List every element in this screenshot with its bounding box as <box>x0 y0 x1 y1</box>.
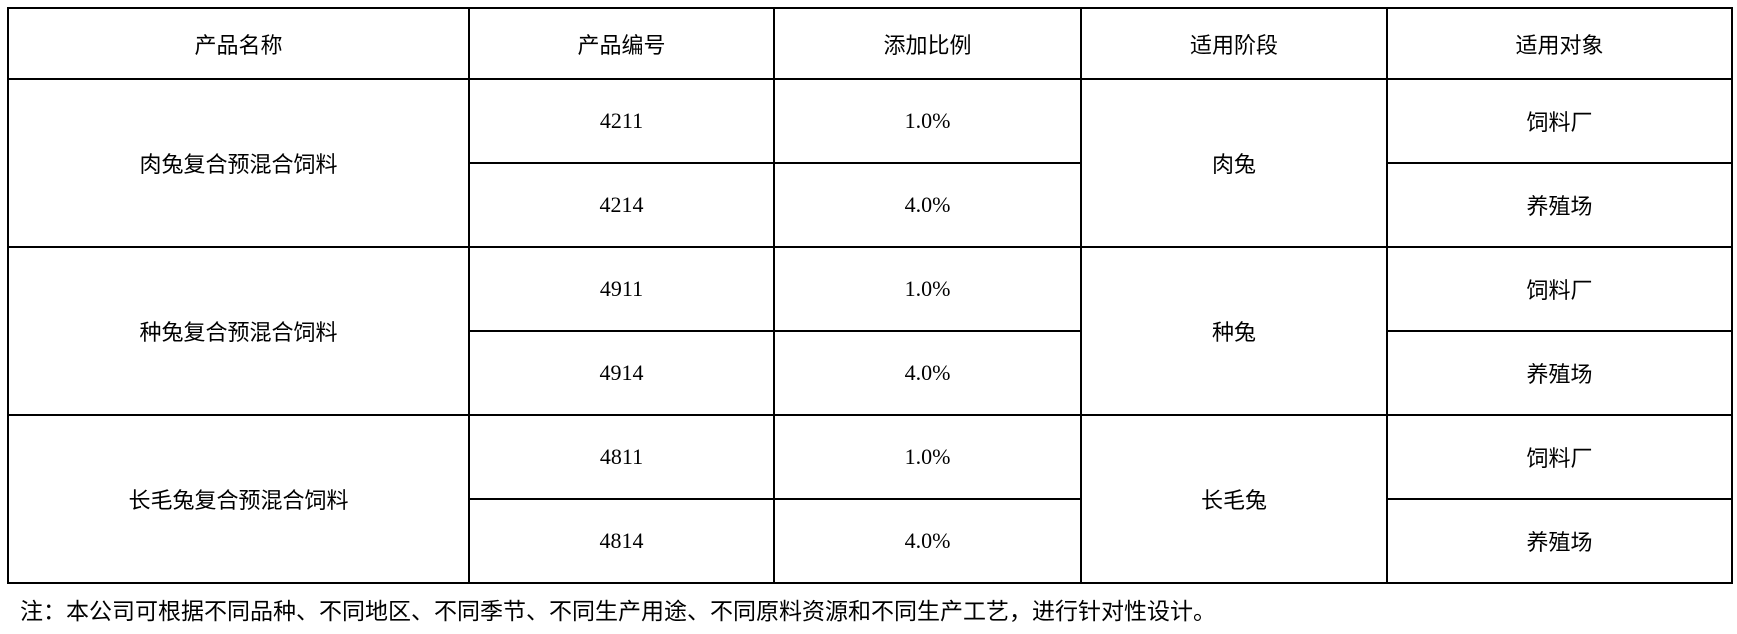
stage: 种兔 <box>1080 246 1388 416</box>
target: 养殖场 <box>1386 162 1733 248</box>
table-row: 长毛兔复合预混合饲料 4811 1.0% 长毛兔 饲料厂 <box>7 414 1733 584</box>
header-add-ratio: 添加比例 <box>773 7 1082 80</box>
table-row: 肉兔复合预混合饲料 4211 1.0% 肉兔 饲料厂 <box>7 78 1733 248</box>
product-code: 4211 <box>468 78 775 164</box>
product-name: 长毛兔复合预混合饲料 <box>7 414 470 584</box>
header-target: 适用对象 <box>1386 7 1733 80</box>
add-ratio: 1.0% <box>773 246 1082 332</box>
add-ratio: 4.0% <box>773 498 1082 584</box>
product-code: 4214 <box>468 162 775 248</box>
add-ratio: 1.0% <box>773 78 1082 164</box>
product-code: 4914 <box>468 330 775 416</box>
header-product-code: 产品编号 <box>468 7 775 80</box>
header-product-name: 产品名称 <box>7 7 470 80</box>
table-row: 种兔复合预混合饲料 4911 1.0% 种兔 饲料厂 <box>7 246 1733 416</box>
product-name: 肉兔复合预混合饲料 <box>7 78 470 248</box>
header-stage: 适用阶段 <box>1080 7 1388 80</box>
stage: 肉兔 <box>1080 78 1388 248</box>
add-ratio: 4.0% <box>773 162 1082 248</box>
table-row: 4914 4.0% 养殖场 <box>8 330 1733 416</box>
product-code: 4814 <box>468 498 775 584</box>
target: 饲料厂 <box>1386 78 1733 164</box>
stage: 长毛兔 <box>1080 414 1388 584</box>
footnote: 注：本公司可根据不同品种、不同地区、不同季节、不同生产用途、不同原料资源和不同生… <box>20 599 1216 625</box>
header-row: 产品名称 产品编号 添加比例 适用阶段 适用对象 <box>7 7 1733 80</box>
product-name: 种兔复合预混合饲料 <box>7 246 470 416</box>
table-row: 4214 4.0% 养殖场 <box>8 162 1733 248</box>
table-row: 4814 4.0% 养殖场 <box>8 498 1733 584</box>
add-ratio: 4.0% <box>773 330 1082 416</box>
product-code: 4911 <box>468 246 775 332</box>
target: 饲料厂 <box>1386 246 1733 332</box>
add-ratio: 1.0% <box>773 414 1082 500</box>
target: 养殖场 <box>1386 498 1733 584</box>
product-table: 产品名称 产品编号 添加比例 适用阶段 适用对象 肉兔复合预混合饲料 4211 … <box>7 7 1733 584</box>
product-code: 4811 <box>468 414 775 500</box>
target: 养殖场 <box>1386 330 1733 416</box>
target: 饲料厂 <box>1386 414 1733 500</box>
